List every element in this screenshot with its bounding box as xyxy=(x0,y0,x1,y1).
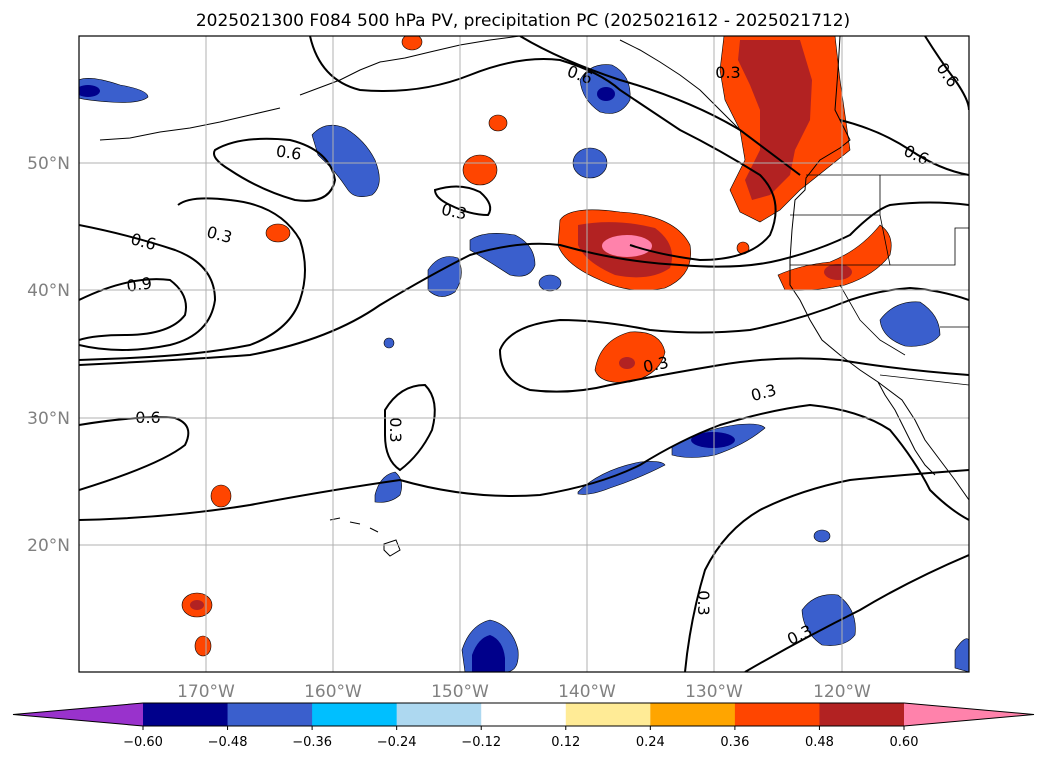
precip-neg-blob-4 xyxy=(538,274,562,292)
us-state-borders xyxy=(790,175,969,386)
colorbar-segment xyxy=(565,703,651,726)
x-tick-label: 120°W xyxy=(813,682,871,702)
x-axis-labels: 170°W 160°W 150°W 140°W 130°W 120°W xyxy=(177,682,871,702)
y-axis-labels: 50°N 40°N 30°N 20°N xyxy=(27,154,70,556)
precip-neg-core-8 xyxy=(691,432,735,448)
chart-title: 2025021300 F084 500 hPa PV, precipitatio… xyxy=(196,11,850,31)
contour-0.3-mid-west xyxy=(79,197,306,361)
precip-neg-core-7 xyxy=(79,85,100,97)
precip-neg-blob-10 xyxy=(374,471,402,503)
colorbar-tick-label: 0.24 xyxy=(636,735,665,750)
contour-label: 0.3 xyxy=(715,63,740,82)
contour-0.3-center xyxy=(79,201,969,366)
colorbar-tick-label: −0.60 xyxy=(123,735,163,750)
precip-neg-blob-1 xyxy=(311,124,380,197)
contour-0.3-closed-center xyxy=(433,185,492,217)
aleutian-chain xyxy=(99,107,281,141)
x-tick-label: 150°W xyxy=(431,682,489,702)
pv-contours xyxy=(79,36,969,672)
contour-0.3-closed-hawaii xyxy=(384,383,436,472)
contour-label: 0.9 xyxy=(125,273,153,295)
precip-core-northwest-coast xyxy=(738,40,812,200)
precip-neg-blob-16 xyxy=(383,337,395,349)
colorbar-tick-label: −0.12 xyxy=(461,735,501,750)
contour-label: 0.3 xyxy=(694,590,713,615)
precip-blob-california xyxy=(777,224,892,291)
colorbar-segment xyxy=(819,703,905,726)
contour-0.3-north xyxy=(519,36,801,176)
contour-0.6-closed-west xyxy=(213,137,337,202)
precip-neg-core-6 xyxy=(597,87,615,101)
contour-0.6-northeast-2 xyxy=(839,119,969,176)
precip-blob-small-1 xyxy=(462,154,498,186)
precip-neg-core-13 xyxy=(472,635,505,672)
contour-label: 0.3 xyxy=(386,417,405,442)
colorbar-tick-label: −0.24 xyxy=(377,735,417,750)
precip-neg-blob-7 xyxy=(79,78,149,103)
hawaii-islands xyxy=(329,517,401,557)
colorbar-segment xyxy=(481,703,567,726)
colorbar-tick-label: 0.12 xyxy=(551,735,580,750)
colorbar-tick-label: −0.36 xyxy=(292,735,332,750)
precip-blob-small-3 xyxy=(265,223,291,243)
colorbar-extend-low xyxy=(13,703,143,726)
precip-positive-blobs xyxy=(181,36,892,657)
contour-0.3-southeast-2 xyxy=(744,554,969,672)
precip-neg-blob-15 xyxy=(813,529,831,543)
contour-0.9-west xyxy=(79,278,187,341)
gridlines xyxy=(79,36,969,672)
precip-peak-pacific-center xyxy=(602,235,652,257)
y-tick-label: 40°N xyxy=(27,281,70,301)
colorbar-segment xyxy=(227,703,313,726)
precip-blob-subtropical xyxy=(594,331,666,383)
contour-0.3-southeast xyxy=(684,469,969,672)
precip-neg-blob-9 xyxy=(577,461,666,495)
x-tick-label: 160°W xyxy=(304,682,362,702)
x-tick-label: 130°W xyxy=(685,682,743,702)
precip-neg-blob-14 xyxy=(954,638,969,672)
colorbar-segment xyxy=(650,703,736,726)
colorbar: −0.60 −0.48 −0.36 −0.24 −0.12 0.12 0.24 0.36 0.4… xyxy=(12,702,1035,750)
precip-core-subtropical xyxy=(619,357,635,369)
colorbar-segment xyxy=(396,703,482,726)
x-tick-label: 140°W xyxy=(558,682,616,702)
colorbar-tick-label: 0.36 xyxy=(720,735,749,750)
coastline-north-america xyxy=(789,36,969,501)
map-area: 0.6 0.3 0.6 0.3 0.6 0.9 0.3 0.6 0.6 0.3 … xyxy=(79,36,969,672)
colorbar-segment xyxy=(734,703,820,726)
contour-label: 0.3 xyxy=(641,353,670,377)
colorbar-tick-label: 0.60 xyxy=(890,735,919,750)
precip-blob-small-8 xyxy=(401,36,423,51)
y-tick-label: 20°N xyxy=(27,536,70,556)
y-tick-label: 30°N xyxy=(27,409,70,429)
coastline-baja xyxy=(877,381,936,476)
colorbar-segment xyxy=(143,703,229,726)
precip-neg-blob-3 xyxy=(427,256,462,297)
precip-core-california xyxy=(824,264,852,280)
precip-blob-small-6 xyxy=(194,635,212,657)
contour-0.6-north xyxy=(309,36,777,262)
precip-core-small-5 xyxy=(190,600,204,610)
coastline-alaska xyxy=(299,36,521,96)
contour-0.3-south xyxy=(79,403,969,521)
colorbar-segment xyxy=(312,703,398,726)
contour-label: 0.3 xyxy=(440,200,469,224)
contour-0.6-northeast xyxy=(924,36,969,111)
y-tick-label: 50°N xyxy=(27,154,70,174)
colorbar-tick-label: 0.48 xyxy=(805,735,834,750)
colorbar-extend-high xyxy=(904,703,1034,726)
x-tick-label: 170°W xyxy=(177,682,235,702)
contour-0.6-west xyxy=(79,224,217,351)
colorbar-tick-label: −0.48 xyxy=(208,735,248,750)
precip-neg-blob-11 xyxy=(879,301,941,347)
precip-blob-small-2 xyxy=(488,114,508,132)
contour-label: 0.6 xyxy=(275,141,303,163)
precip-blob-small-4 xyxy=(210,484,232,508)
map-frame xyxy=(78,35,970,673)
